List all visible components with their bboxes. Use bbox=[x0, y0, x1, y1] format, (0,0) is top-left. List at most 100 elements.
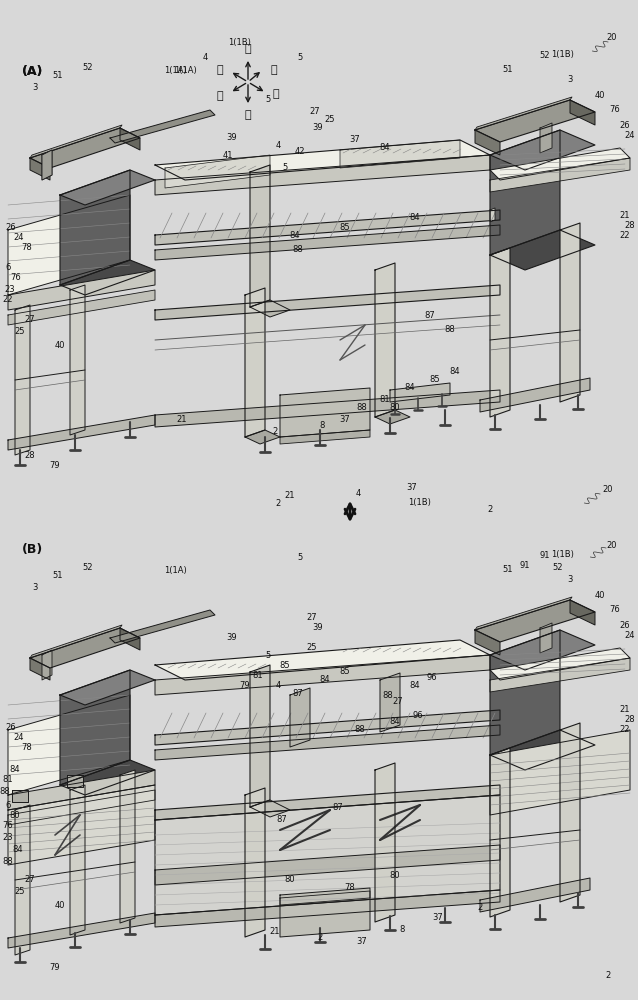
Text: 51: 51 bbox=[53, 570, 63, 580]
Polygon shape bbox=[290, 688, 310, 747]
Text: 37: 37 bbox=[350, 135, 360, 144]
Text: 96: 96 bbox=[413, 710, 423, 720]
Text: 28: 28 bbox=[25, 450, 35, 460]
Text: 85: 85 bbox=[339, 668, 350, 676]
Polygon shape bbox=[475, 130, 500, 155]
Polygon shape bbox=[570, 100, 595, 125]
Polygon shape bbox=[155, 710, 500, 745]
Polygon shape bbox=[490, 630, 595, 670]
Text: 2: 2 bbox=[477, 904, 482, 912]
Polygon shape bbox=[155, 890, 500, 927]
Polygon shape bbox=[490, 158, 630, 192]
Text: 26: 26 bbox=[619, 620, 630, 630]
Text: 22: 22 bbox=[619, 726, 630, 734]
Text: 5: 5 bbox=[283, 163, 288, 172]
Polygon shape bbox=[8, 770, 155, 810]
Text: 78: 78 bbox=[22, 243, 33, 252]
Polygon shape bbox=[245, 288, 265, 437]
Text: (A): (A) bbox=[22, 66, 43, 79]
Polygon shape bbox=[8, 270, 155, 310]
Text: 2: 2 bbox=[487, 506, 493, 514]
Polygon shape bbox=[540, 623, 552, 653]
Polygon shape bbox=[340, 140, 460, 168]
Polygon shape bbox=[490, 730, 595, 770]
Text: 84: 84 bbox=[10, 766, 20, 774]
Text: 52: 52 bbox=[83, 564, 93, 572]
Text: 76: 76 bbox=[610, 605, 620, 614]
Text: 88: 88 bbox=[357, 403, 367, 412]
Text: 80: 80 bbox=[285, 876, 295, 884]
Text: 23: 23 bbox=[3, 832, 13, 842]
Text: 下: 下 bbox=[245, 110, 251, 120]
Text: 39: 39 bbox=[226, 133, 237, 142]
Text: 51: 51 bbox=[503, 66, 513, 75]
Polygon shape bbox=[490, 648, 630, 680]
Polygon shape bbox=[490, 148, 630, 180]
Polygon shape bbox=[475, 597, 572, 630]
Text: 80: 80 bbox=[390, 403, 400, 412]
Polygon shape bbox=[475, 600, 595, 642]
Text: 87: 87 bbox=[277, 816, 287, 824]
Polygon shape bbox=[155, 845, 500, 885]
Polygon shape bbox=[67, 775, 83, 787]
Polygon shape bbox=[30, 158, 50, 180]
Polygon shape bbox=[60, 670, 130, 785]
Text: 2: 2 bbox=[605, 970, 611, 980]
Text: 37: 37 bbox=[433, 914, 443, 922]
Text: 6: 6 bbox=[5, 263, 11, 272]
Text: 1(1A): 1(1A) bbox=[174, 66, 197, 75]
Polygon shape bbox=[60, 260, 155, 295]
Text: 37: 37 bbox=[406, 483, 417, 491]
Polygon shape bbox=[60, 670, 155, 705]
Polygon shape bbox=[8, 785, 155, 865]
Text: 后: 后 bbox=[272, 89, 279, 99]
Polygon shape bbox=[475, 100, 595, 142]
Text: 85: 85 bbox=[339, 224, 350, 232]
Text: 51: 51 bbox=[503, 566, 513, 574]
Polygon shape bbox=[70, 285, 85, 435]
Text: 80: 80 bbox=[390, 870, 400, 880]
Text: 37: 37 bbox=[339, 416, 350, 424]
Text: 37: 37 bbox=[357, 938, 367, 946]
Text: 24: 24 bbox=[625, 130, 635, 139]
Text: 前: 前 bbox=[216, 91, 223, 101]
Text: 21: 21 bbox=[270, 928, 280, 936]
Polygon shape bbox=[475, 630, 500, 655]
Polygon shape bbox=[165, 155, 270, 188]
Polygon shape bbox=[490, 630, 560, 755]
Polygon shape bbox=[480, 878, 590, 912]
Text: 96: 96 bbox=[427, 674, 437, 682]
Polygon shape bbox=[490, 748, 510, 917]
Text: 39: 39 bbox=[226, 634, 237, 643]
Text: 88: 88 bbox=[0, 788, 10, 796]
Polygon shape bbox=[375, 410, 410, 424]
Polygon shape bbox=[30, 625, 122, 658]
Text: 76: 76 bbox=[610, 105, 620, 114]
Text: 84: 84 bbox=[410, 214, 420, 223]
Polygon shape bbox=[250, 165, 270, 307]
Polygon shape bbox=[30, 125, 122, 158]
Polygon shape bbox=[120, 628, 140, 650]
Text: 3: 3 bbox=[567, 576, 573, 584]
Polygon shape bbox=[60, 170, 130, 285]
Text: 84: 84 bbox=[404, 383, 415, 392]
Text: 21: 21 bbox=[285, 491, 295, 500]
Polygon shape bbox=[155, 725, 500, 760]
Text: 88: 88 bbox=[355, 726, 366, 734]
Text: 6: 6 bbox=[5, 800, 11, 810]
Text: 21: 21 bbox=[619, 706, 630, 714]
Polygon shape bbox=[60, 170, 155, 205]
Text: 88: 88 bbox=[383, 690, 394, 700]
Text: 42: 42 bbox=[295, 147, 305, 156]
Text: 8: 8 bbox=[399, 926, 404, 934]
Polygon shape bbox=[70, 785, 85, 935]
Text: 22: 22 bbox=[619, 231, 630, 239]
Text: 87: 87 bbox=[425, 310, 435, 320]
Text: 27: 27 bbox=[25, 876, 35, 884]
Polygon shape bbox=[390, 383, 450, 402]
Polygon shape bbox=[250, 300, 290, 317]
Polygon shape bbox=[8, 695, 130, 795]
Text: 24: 24 bbox=[14, 233, 24, 242]
Text: 78: 78 bbox=[345, 884, 355, 892]
Text: 76: 76 bbox=[3, 820, 13, 830]
